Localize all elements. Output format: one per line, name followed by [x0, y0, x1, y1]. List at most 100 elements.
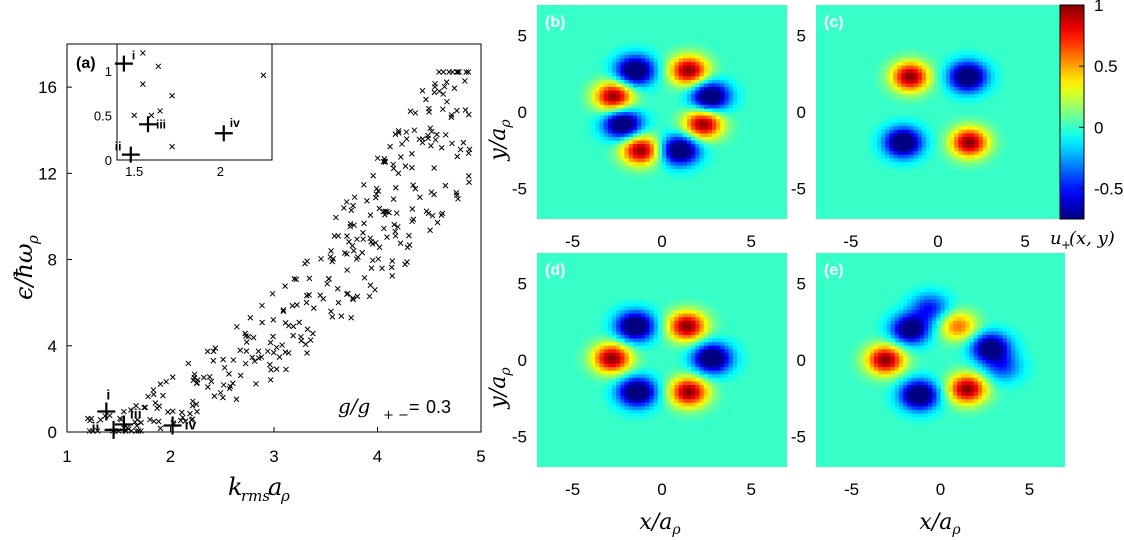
heatmap-cell [607, 72, 613, 77]
heatmap-cell [917, 65, 923, 70]
heatmap-cell [678, 154, 684, 159]
heatmap-cell [957, 310, 962, 315]
heatmap-cell [905, 58, 911, 63]
heatmap-cell [869, 381, 875, 386]
heatmap-cell [950, 144, 955, 149]
ratio-annotation-value: 0.3 [426, 397, 451, 417]
heatmap-cell [607, 360, 613, 365]
heatmap-cell [958, 72, 963, 77]
heatmap-cell [632, 388, 638, 393]
heatmap-cell [998, 349, 1004, 354]
heatmap-cell [881, 62, 886, 67]
heatmap-cell [703, 101, 709, 106]
heatmap-cell [624, 51, 630, 56]
inset-marked-label: ii [115, 140, 122, 154]
heatmap-cell [969, 413, 975, 418]
heatmap-cell [958, 140, 963, 145]
heatmap-cell [990, 87, 996, 92]
heatmap-cell [978, 133, 984, 138]
heatmap-cell [907, 406, 913, 411]
heatmap-cell [616, 169, 621, 174]
heatmap-cell [877, 122, 882, 127]
heatmap-cell [944, 331, 950, 336]
heatmap-cell [919, 399, 925, 404]
heatmap-cell [591, 76, 596, 81]
heatmap-cell [946, 151, 951, 156]
heatmap-cell [978, 72, 984, 77]
heatmap-cell [978, 101, 984, 106]
heatmap-cell [915, 302, 921, 308]
heatmap-cell [637, 158, 642, 163]
heatmap-cell [893, 69, 898, 74]
heatmap-cell [599, 108, 605, 113]
heatmap-cell [994, 363, 1000, 368]
heatmap-cell [732, 76, 738, 81]
heatmap-cell [929, 79, 935, 85]
heatmap-cell [582, 360, 588, 365]
heatmap-cell [961, 331, 966, 336]
heatmap-cell [616, 104, 621, 110]
heatmap-cell [645, 119, 651, 124]
heatmap-cell [587, 112, 592, 117]
heatmap-cell [999, 65, 1004, 70]
heatmap-cell [649, 338, 655, 343]
heatmap-cell [599, 72, 605, 77]
heatmap-cell [687, 370, 692, 375]
heatmap-cell [977, 342, 983, 347]
heatmap-cell [666, 72, 671, 77]
heatmap-cell [641, 165, 646, 170]
heatmap-cell [582, 349, 588, 354]
heatmap-cell [745, 356, 751, 361]
heatmap-cell [877, 83, 882, 88]
heatmap-cell [874, 370, 879, 375]
heatmap-cell [932, 306, 937, 311]
heatmap-cell [674, 158, 680, 163]
heatmap-cell [591, 83, 596, 88]
heatmap-cell [882, 331, 888, 336]
heatmap-cell [703, 104, 709, 110]
heatmap-cell [928, 281, 933, 286]
heatmap-cell [957, 313, 962, 318]
heatmap-cell [712, 342, 717, 347]
xlabel-a: a [268, 473, 282, 501]
heatmap-cell [616, 370, 621, 375]
heatmap-cell [893, 76, 898, 81]
heatmap-cell [994, 338, 1000, 343]
heatmap-cell [649, 172, 655, 177]
heatmap-cell [632, 399, 638, 404]
heatmap-cell [885, 129, 890, 134]
heatmap-cell [890, 352, 896, 358]
heatmap-cell [978, 76, 984, 81]
heatmap-cell [691, 147, 696, 152]
heatmap-cell [905, 122, 911, 127]
heatmap-cell [857, 374, 863, 379]
heatmap-cell [861, 370, 867, 375]
heatmap-cell [957, 392, 962, 397]
heatmap-cell [699, 119, 705, 124]
heatmap-cell [998, 360, 1004, 365]
heatmap-ytick-label: -5 [512, 427, 527, 446]
heatmap-cell [865, 349, 871, 354]
heatmap-cell [641, 384, 646, 390]
heatmap-cell [932, 388, 937, 393]
heatmap-cell [632, 62, 638, 67]
heatmap-cell [695, 122, 701, 127]
heatmap-cell [966, 94, 972, 99]
heatmap-cell [641, 44, 646, 49]
heatmap-cell [645, 115, 651, 120]
heatmap-cell [942, 151, 947, 156]
heatmap-cell [957, 335, 962, 340]
heatmap-cell [913, 54, 919, 60]
heatmap-cell [958, 129, 963, 134]
heatmap-cell [620, 367, 626, 372]
heatmap-cell [915, 306, 921, 311]
heatmap-cell [881, 87, 886, 92]
heatmap-cell [716, 90, 721, 95]
ratio-annotation-g: g/g [338, 394, 370, 418]
heatmap-cell [674, 65, 680, 70]
heatmap-cell [720, 352, 726, 358]
heatmap-cell [649, 327, 655, 333]
heatmap-cell [737, 363, 742, 368]
heatmap-cell [678, 392, 684, 397]
heatmap-cell [894, 388, 900, 393]
